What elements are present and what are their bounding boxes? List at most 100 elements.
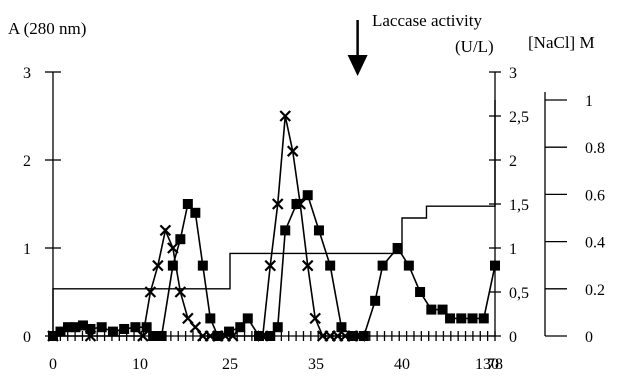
x-marker-stroke bbox=[256, 330, 269, 342]
right-axis-2-tick-label: 0.4 bbox=[585, 235, 605, 252]
square-marker bbox=[175, 234, 186, 245]
x-axis-tick-label: 0 bbox=[49, 356, 57, 373]
x-marker bbox=[294, 198, 306, 210]
x-axis-tick-label: 35 bbox=[308, 356, 324, 373]
x-marker-stroke bbox=[301, 259, 314, 272]
square-marker bbox=[62, 322, 73, 333]
square-marker bbox=[280, 225, 291, 236]
square-marker bbox=[107, 326, 118, 337]
x-marker-stroke bbox=[279, 110, 292, 122]
x-marker bbox=[271, 198, 284, 210]
x-marker bbox=[256, 330, 269, 342]
square-marker bbox=[478, 313, 489, 324]
square-marker bbox=[490, 260, 500, 271]
left-axis-tick-label: 1 bbox=[23, 241, 31, 258]
square-marker bbox=[242, 313, 253, 324]
left-axis-tick-label: 0 bbox=[23, 329, 31, 346]
square-marker bbox=[167, 260, 178, 271]
x-axis-tick-label: 40 bbox=[394, 356, 410, 373]
square-marker bbox=[313, 225, 324, 236]
x-marker bbox=[286, 145, 299, 157]
x-marker-stroke bbox=[227, 330, 239, 342]
x-marker bbox=[227, 330, 239, 342]
square-marker bbox=[437, 304, 448, 315]
right-axis-2-title: [NaCl] M bbox=[528, 33, 595, 52]
square-marker bbox=[456, 313, 467, 324]
square-marker bbox=[265, 331, 276, 341]
square-marker bbox=[141, 322, 152, 333]
right-axis-2-tick-label: 0 bbox=[585, 329, 593, 346]
square-marker bbox=[55, 326, 66, 337]
square-marker bbox=[291, 199, 302, 209]
x-axis-tick-label: 10 bbox=[132, 356, 148, 373]
square-marker bbox=[205, 313, 216, 324]
square-marker bbox=[182, 199, 193, 209]
x-axis-tick-label: 130 bbox=[475, 356, 499, 373]
square-marker bbox=[377, 260, 388, 271]
x-marker bbox=[301, 259, 314, 272]
right-axis-1-unit: (U/L) bbox=[455, 37, 494, 56]
right-axis-1-tick-label: 2,5 bbox=[509, 109, 529, 126]
square-marker bbox=[403, 260, 414, 271]
square-marker bbox=[392, 243, 403, 253]
right-axis-1-tick-label: 1,5 bbox=[509, 197, 529, 214]
x-marker bbox=[309, 312, 321, 325]
x-marker bbox=[167, 242, 179, 254]
right-axis-1-tick-label: 3 bbox=[509, 65, 517, 82]
square-marker bbox=[302, 190, 313, 201]
square-marker bbox=[467, 313, 478, 324]
left-axis-tick-label: 3 bbox=[23, 65, 31, 82]
square-marker bbox=[190, 207, 201, 218]
x-marker-stroke bbox=[182, 312, 194, 325]
x-marker-stroke bbox=[271, 198, 284, 210]
right-axis-1-tick-label: 0,5 bbox=[509, 285, 529, 302]
x-marker-stroke bbox=[159, 224, 172, 237]
x-marker-stroke bbox=[294, 198, 306, 210]
right-axis-1-tick-label: 0 bbox=[509, 329, 517, 346]
square-marker bbox=[336, 322, 347, 333]
square-marker bbox=[77, 320, 88, 331]
square-marker bbox=[156, 331, 167, 341]
right-axis-2-tick-label: 0.8 bbox=[585, 140, 605, 157]
square-marker bbox=[358, 331, 369, 341]
x-marker-stroke bbox=[152, 259, 164, 272]
left-axis-title: A (280 nm) bbox=[8, 19, 86, 38]
x-marker-stroke bbox=[309, 312, 321, 325]
square-marker bbox=[370, 295, 381, 306]
x-marker bbox=[152, 259, 164, 272]
square-marker bbox=[235, 322, 246, 333]
x-axis-tick-label: 78 bbox=[487, 356, 503, 373]
square-marker bbox=[445, 313, 456, 324]
x-marker-stroke bbox=[286, 145, 299, 157]
square-marker bbox=[130, 322, 141, 333]
right-axis-2-tick-label: 1 bbox=[585, 93, 593, 110]
square-marker bbox=[119, 323, 130, 334]
x-marker-stroke bbox=[84, 330, 97, 342]
square-marker bbox=[272, 322, 283, 333]
square-marker bbox=[426, 304, 437, 315]
square-marker bbox=[70, 322, 81, 333]
square-marker bbox=[415, 287, 426, 297]
x-marker bbox=[279, 110, 292, 122]
series-layer bbox=[47, 20, 500, 342]
right-axis-1-tick-label: 2 bbox=[509, 153, 517, 170]
right-axis-2-tick-label: 0.6 bbox=[585, 187, 605, 204]
x-marker bbox=[159, 224, 172, 237]
x-marker-stroke bbox=[189, 321, 202, 333]
x-marker-stroke bbox=[167, 242, 179, 254]
series-line-0 bbox=[52, 193, 496, 338]
square-marker bbox=[85, 323, 96, 334]
x-marker bbox=[137, 330, 149, 342]
right-axis-1-tick-label: 1 bbox=[509, 241, 517, 258]
arrow-head bbox=[347, 55, 368, 76]
x-marker bbox=[264, 259, 277, 272]
x-marker bbox=[84, 330, 97, 342]
left-axis-tick-label: 2 bbox=[23, 153, 31, 170]
right-axis-1-title: Laccase activity bbox=[372, 11, 482, 30]
square-marker bbox=[325, 260, 336, 271]
x-marker-stroke bbox=[137, 330, 149, 342]
square-marker bbox=[96, 322, 107, 333]
square-marker bbox=[197, 260, 208, 271]
